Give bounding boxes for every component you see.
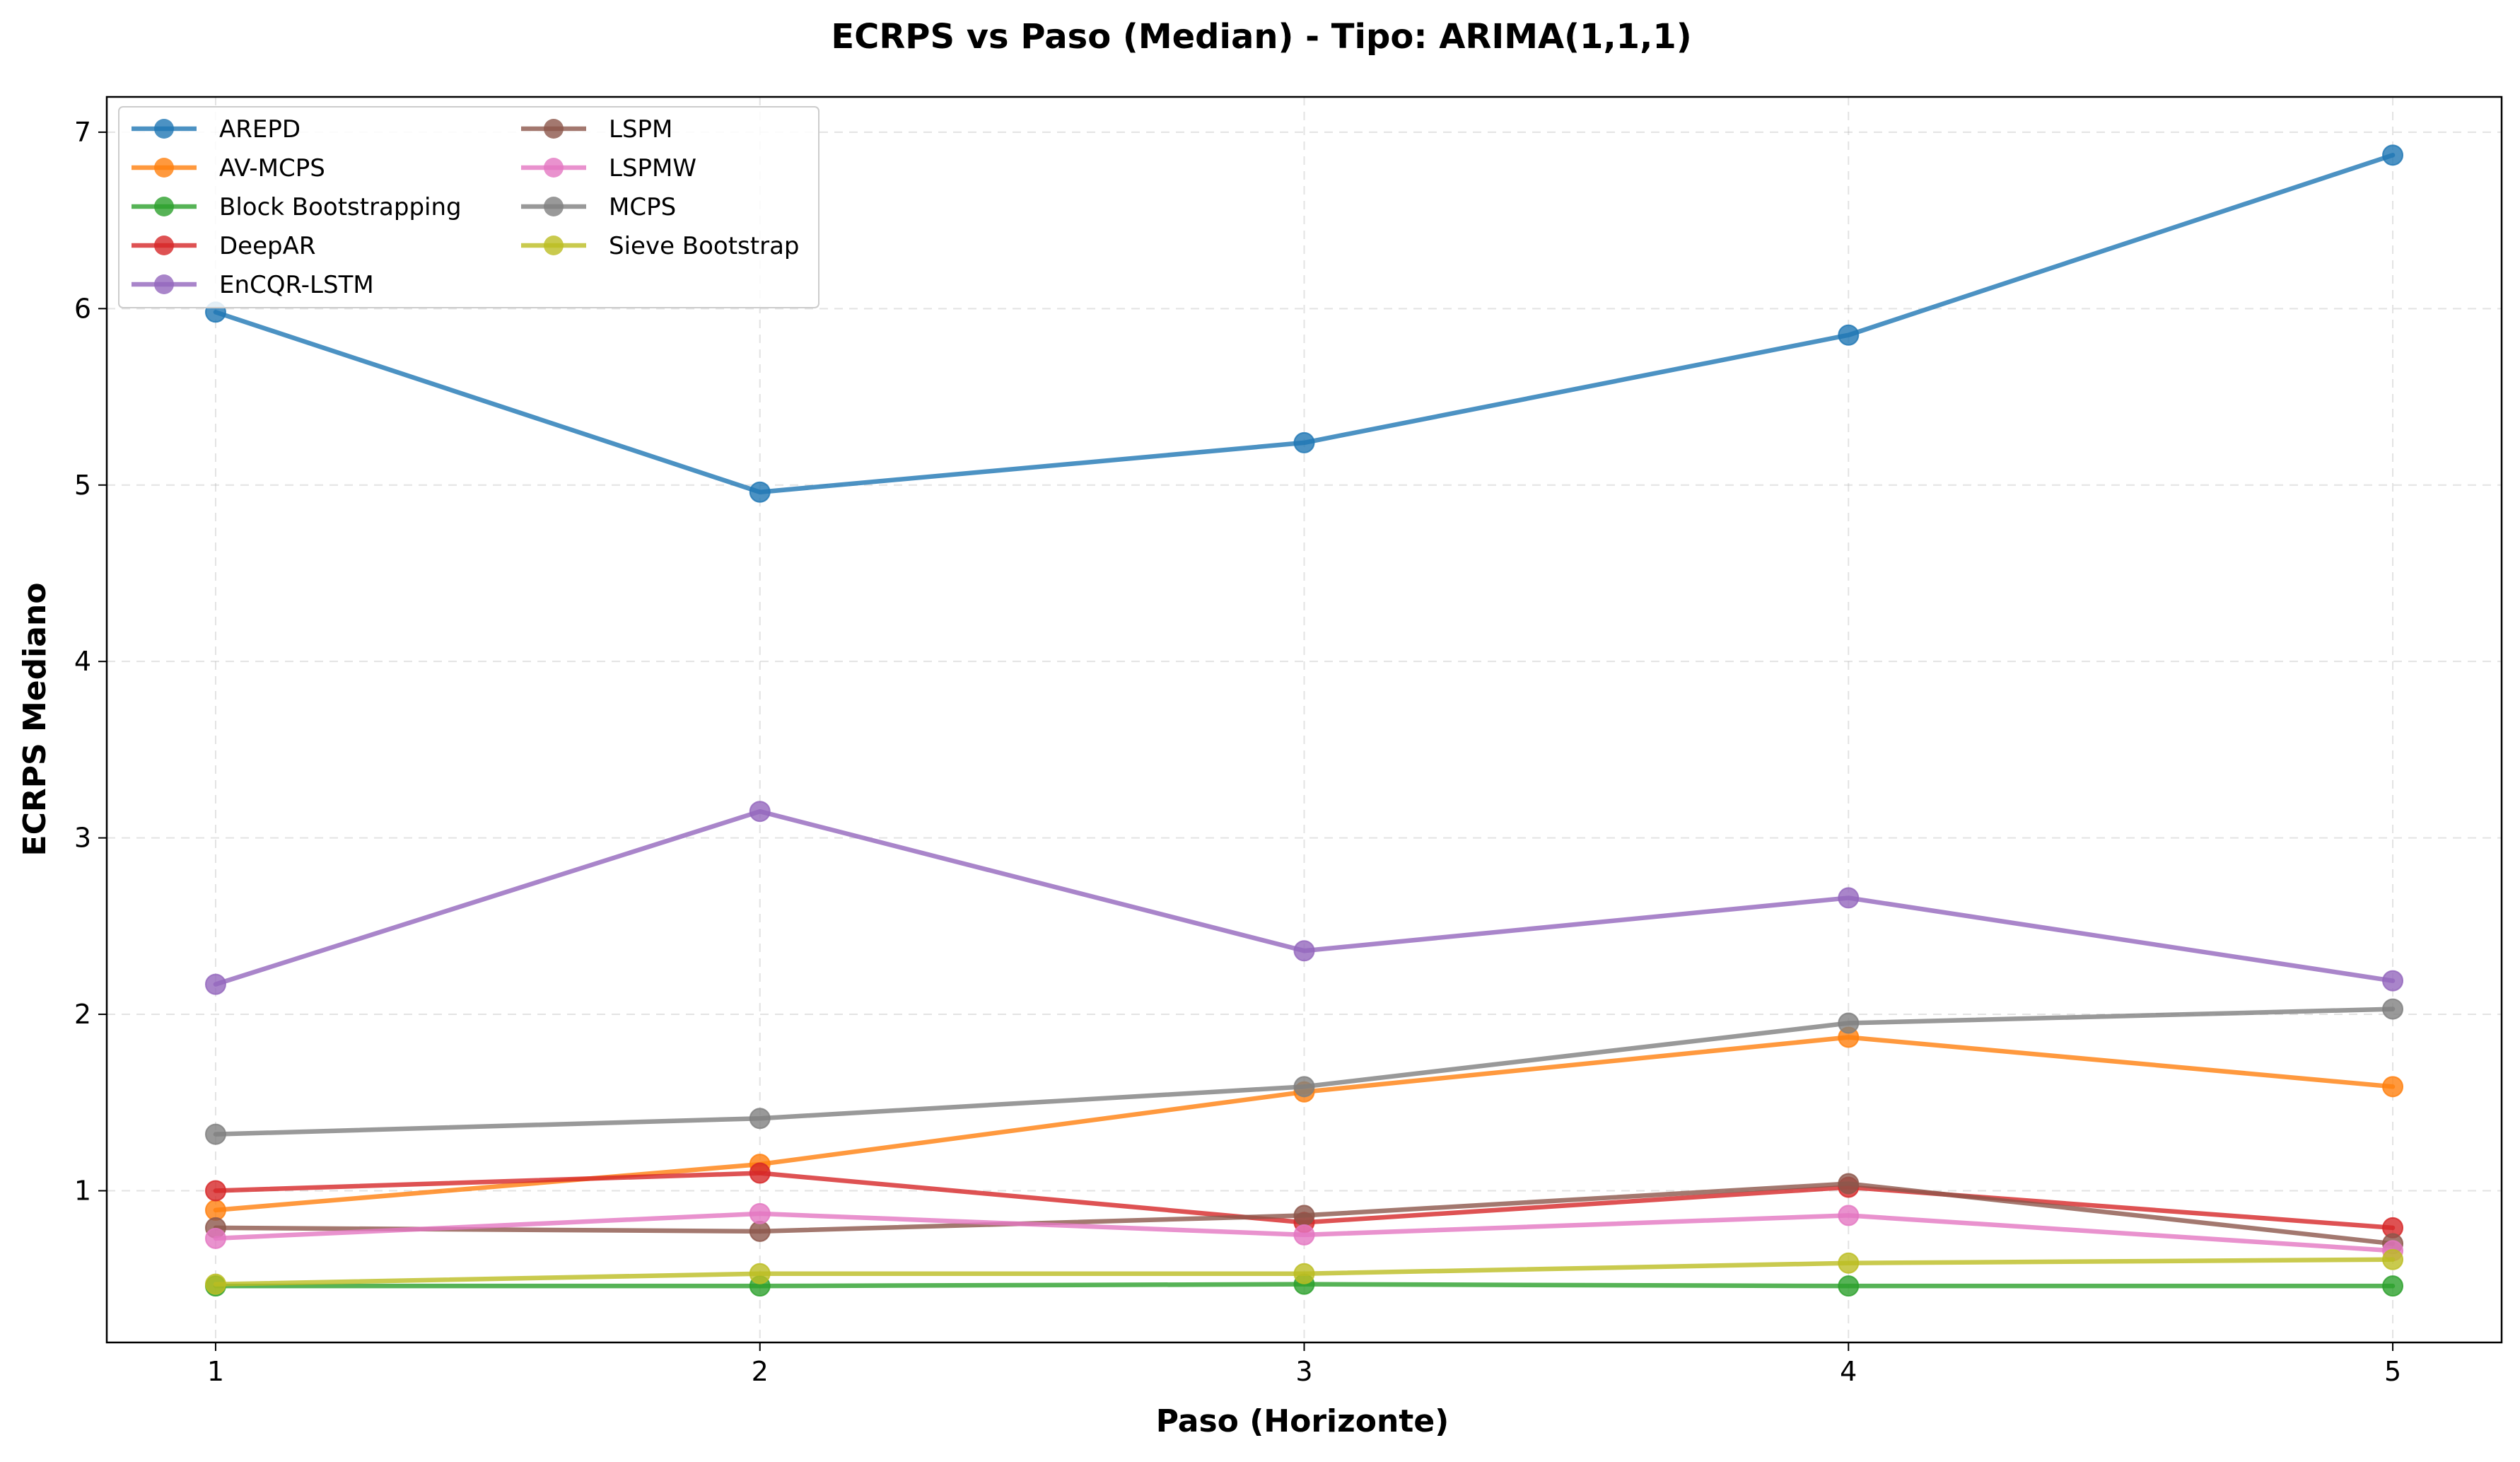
legend-entry-encqr-lstm: EnCQR-LSTM — [132, 271, 374, 299]
legend-label: MCPS — [609, 193, 676, 221]
data-point-arepd — [2382, 144, 2404, 166]
series-sieve-bootstrap — [204, 1248, 2404, 1295]
legend-marker — [154, 158, 174, 178]
legend-marker — [154, 236, 174, 255]
y-axis-ticks: 1 2 3 4 5 6 7 — [74, 117, 107, 1206]
data-point-arepd — [749, 481, 771, 503]
data-point-sieve-bootstrap — [1293, 1263, 1315, 1284]
y-tick-label: 6 — [74, 293, 91, 324]
legend-marker — [544, 158, 564, 178]
chart-title: ECRPS vs Paso (Median) - Tipo: ARIMA(1,1… — [831, 17, 1691, 57]
y-tick-label: 4 — [74, 646, 91, 677]
legend-marker — [544, 119, 564, 139]
legend-label: AV-MCPS — [219, 154, 325, 182]
data-point-deepar — [204, 1180, 226, 1202]
x-axis-label: Paso (Horizonte) — [1156, 1403, 1449, 1439]
data-point-lspmw — [204, 1227, 226, 1249]
legend-marker — [544, 236, 564, 255]
legend-marker — [544, 197, 564, 216]
data-point-mcps — [204, 1123, 226, 1145]
series-encqr-lstm — [204, 801, 2404, 995]
legend-items: AREPD AV-MCPS Block Bootstrapping DeepAR EnC… — [132, 115, 800, 299]
data-point-arepd — [1293, 431, 1315, 453]
x-tick-label: 3 — [1295, 1356, 1312, 1387]
data-point-encqr-lstm — [2382, 970, 2404, 992]
legend-entry-deepar: DeepAR — [132, 232, 315, 260]
legend-entry-arepd: AREPD — [132, 115, 301, 144]
data-point-lspm — [1838, 1173, 1860, 1195]
x-tick-label: 2 — [752, 1356, 769, 1387]
series-arepd — [204, 144, 2404, 503]
legend-label: Sieve Bootstrap — [609, 232, 800, 260]
legend-entry-sieve-bootstrap: Sieve Bootstrap — [521, 232, 800, 260]
legend-label: LSPM — [609, 115, 672, 144]
x-tick-label: 5 — [2384, 1356, 2401, 1387]
series-mcps — [204, 998, 2404, 1145]
legend-entry-mcps: MCPS — [521, 193, 676, 221]
legend-box — [118, 106, 819, 308]
y-tick-label: 3 — [74, 823, 91, 854]
y-axis-label: ECRPS Mediano — [17, 583, 53, 857]
data-point-encqr-lstm — [1293, 940, 1315, 962]
data-point-mcps — [1838, 1012, 1860, 1034]
series-layer — [204, 144, 2404, 1297]
data-point-encqr-lstm — [1838, 887, 1860, 909]
legend-label: AREPD — [219, 115, 301, 144]
legend-label: DeepAR — [219, 232, 315, 260]
y-tick-label: 7 — [74, 117, 91, 148]
legend-label: LSPMW — [609, 154, 696, 182]
data-point-lspmw — [749, 1202, 771, 1224]
legend-label: EnCQR-LSTM — [219, 271, 374, 299]
data-point-lspm — [749, 1220, 771, 1242]
data-point-encqr-lstm — [749, 801, 771, 823]
x-tick-label: 1 — [207, 1356, 224, 1387]
legend-marker — [154, 274, 174, 294]
data-point-deepar — [749, 1162, 771, 1184]
legend-entry-lspm: LSPM — [521, 115, 672, 144]
legend-marker — [154, 119, 174, 139]
data-point-block-bootstrapping — [2382, 1275, 2404, 1297]
data-point-mcps — [749, 1108, 771, 1130]
legend-marker — [154, 197, 174, 216]
legend-entry-av-mcps: AV-MCPS — [132, 154, 325, 182]
legend-entry-lspmw: LSPMW — [521, 154, 696, 182]
data-point-arepd — [1838, 324, 1860, 346]
y-tick-label: 2 — [74, 999, 91, 1030]
data-point-encqr-lstm — [204, 973, 226, 995]
data-point-block-bootstrapping — [1838, 1275, 1860, 1297]
data-point-lspmw — [1838, 1205, 1860, 1226]
y-tick-label: 5 — [74, 470, 91, 501]
data-point-sieve-bootstrap — [204, 1273, 226, 1295]
legend-label: Block Bootstrapping — [219, 193, 462, 221]
data-point-lspmw — [1293, 1224, 1315, 1246]
data-point-sieve-bootstrap — [2382, 1248, 2404, 1270]
data-point-av-mcps — [204, 1199, 226, 1221]
data-point-av-mcps — [2382, 1076, 2404, 1098]
data-point-lspm — [1293, 1205, 1315, 1226]
x-tick-label: 4 — [1840, 1356, 1857, 1387]
legend: AREPD AV-MCPS Block Bootstrapping DeepAR EnC… — [118, 106, 819, 308]
series-lspmw — [204, 1202, 2404, 1262]
x-axis-ticks: 1 2 3 4 5 — [207, 1342, 2401, 1387]
data-point-sieve-bootstrap — [1838, 1252, 1860, 1274]
data-point-mcps — [1293, 1076, 1315, 1098]
y-tick-label: 1 — [74, 1175, 91, 1206]
data-point-mcps — [2382, 998, 2404, 1020]
data-point-sieve-bootstrap — [749, 1263, 771, 1284]
legend-entry-block-bootstrapping: Block Bootstrapping — [132, 193, 462, 221]
